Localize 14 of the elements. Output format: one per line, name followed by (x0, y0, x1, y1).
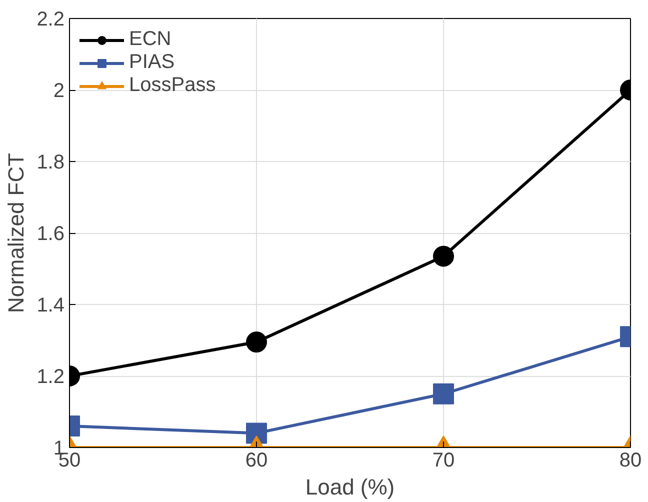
y-tick-label: 1.6 (36, 223, 65, 245)
x-axis-title: Load (%) (305, 474, 395, 500)
y-tick-label: 1.8 (36, 152, 65, 174)
legend-label: PIAS (129, 51, 175, 74)
x-tick-label: 70 (432, 450, 455, 472)
y-tick-label: 2 (53, 80, 64, 102)
legend-label: LossPass (129, 74, 216, 97)
legend-label: ECN (129, 28, 172, 51)
x-tick-label: 80 (619, 450, 642, 472)
y-tick-label: 1.4 (36, 294, 65, 316)
y-tick-label: 2.2 (36, 8, 65, 30)
y-tick-label: 1.2 (36, 366, 65, 388)
y-axis-title: Normalized FCT (4, 152, 29, 314)
x-tick-label: 60 (245, 450, 268, 472)
